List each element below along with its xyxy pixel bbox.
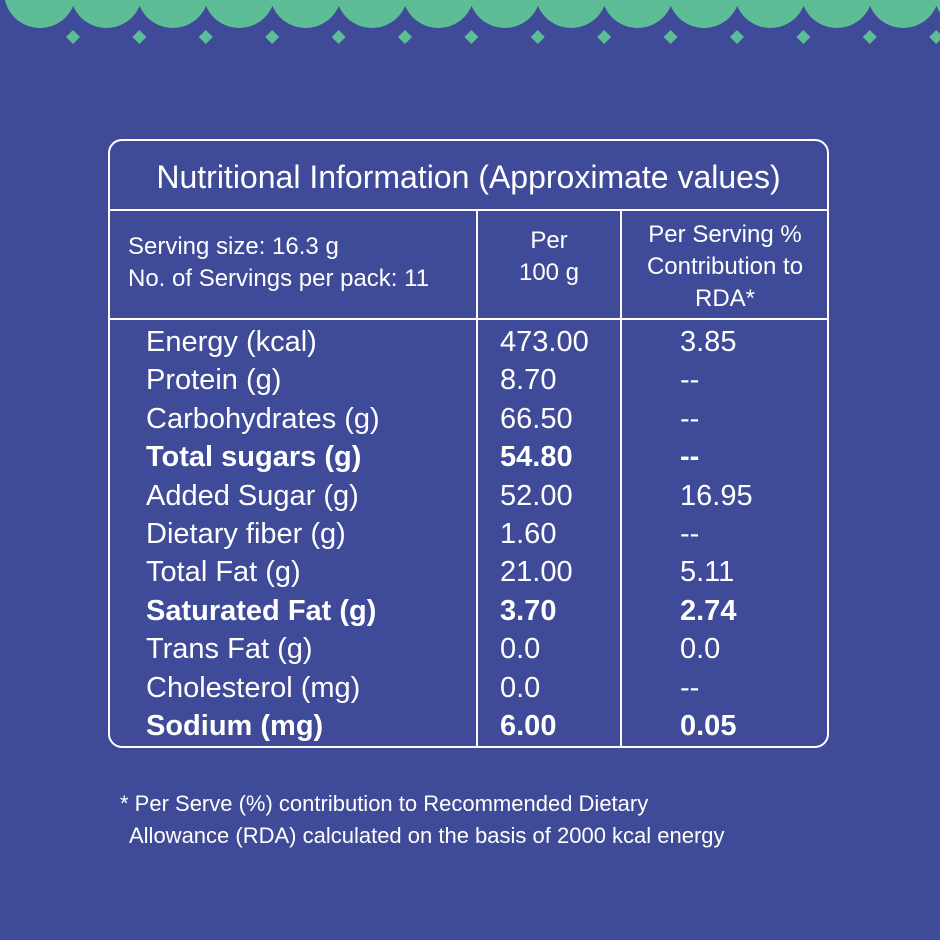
table-title: Nutritional Information (Approximate val… <box>156 159 781 195</box>
per-100g-header: Per 100 g <box>476 225 622 289</box>
rda-value: 5.11 <box>680 556 735 589</box>
per-100g-value: 54.80 <box>500 441 573 474</box>
nutrient-name: Energy (kcal) <box>146 326 317 358</box>
per-100g-value: 3.70 <box>500 594 557 627</box>
per-100g-value: 473.00 <box>500 326 589 358</box>
rda-value: 2.74 <box>680 594 737 627</box>
rda-header-line: Contribution to <box>646 253 804 280</box>
rda-value: -- <box>680 671 700 704</box>
nutrient-name: Sodium (mg) <box>146 710 324 742</box>
serving-size-label: Serving size: 16.3 g <box>128 233 339 260</box>
column-divider <box>476 210 478 746</box>
divider-line <box>110 209 827 211</box>
rda-header: Per Serving % Contribution to RDA* <box>620 219 830 315</box>
footnote-line: Allowance (RDA) calculated on the basis … <box>129 823 725 848</box>
rda-value: 0.05 <box>680 710 737 742</box>
nutrient-name: Total Fat (g) <box>146 556 301 589</box>
nutrient-row: Dietary fiber (g) 1.60 -- <box>110 515 827 553</box>
per-100g-value: 21.00 <box>500 556 573 589</box>
rda-value: -- <box>680 518 700 550</box>
nutrient-name: Added Sugar (g) <box>146 479 359 512</box>
nutrient-name: Protein (g) <box>146 364 282 397</box>
rda-value: -- <box>680 402 700 435</box>
nutrient-row: Cholesterol (mg) 0.0 -- <box>110 669 827 707</box>
per-100g-header-line: 100 g <box>518 259 580 286</box>
nutrient-name: Trans Fat (g) <box>146 633 313 666</box>
column-divider <box>620 210 622 746</box>
rda-value: 16.95 <box>680 479 753 512</box>
nutrient-name: Dietary fiber (g) <box>146 518 346 550</box>
per-100g-value: 1.60 <box>500 518 557 550</box>
per-100g-header-line: Per <box>530 227 568 254</box>
nutrition-table: Nutritional Information (Approximate val… <box>108 139 829 748</box>
rda-header-line: Per Serving % <box>648 221 802 248</box>
nutrient-row: Protein (g) 8.70 -- <box>110 361 827 399</box>
nutrient-row: Energy (kcal) 473.00 3.85 <box>110 323 827 361</box>
serving-info: Serving size: 16.3 g No. of Servings per… <box>128 231 429 295</box>
per-100g-value: 6.00 <box>500 710 557 742</box>
divider-line <box>110 318 827 320</box>
rda-value: -- <box>680 441 700 474</box>
nutrient-name: Cholesterol (mg) <box>146 671 361 704</box>
rda-value: 0.0 <box>680 633 721 666</box>
nutrient-name: Total sugars (g) <box>146 441 362 474</box>
footnote-line: * Per Serve (%) contribution to Recommen… <box>120 791 649 816</box>
per-100g-value: 52.00 <box>500 479 573 512</box>
rda-header-line: RDA* <box>694 285 755 312</box>
per-100g-value: 8.70 <box>500 364 557 397</box>
nutrient-row: Total Fat (g) 21.00 5.11 <box>110 553 827 591</box>
nutrient-row: Sodium (mg) 6.00 0.05 <box>110 707 827 745</box>
nutrient-row: Added Sugar (g) 52.00 16.95 <box>110 477 827 515</box>
servings-per-pack-label: No. of Servings per pack: 11 <box>128 265 430 292</box>
nutrient-row: Saturated Fat (g) 3.70 2.74 <box>110 592 827 630</box>
per-100g-value: 0.0 <box>500 671 541 704</box>
decorative-scallop-border <box>4 0 940 44</box>
nutrient-name: Saturated Fat (g) <box>146 594 377 627</box>
nutrient-row: Total sugars (g) 54.80 -- <box>110 438 827 476</box>
rda-footnote: * Per Serve (%) contribution to Recommen… <box>120 788 725 852</box>
nutrient-name: Carbohydrates (g) <box>146 402 380 435</box>
per-100g-value: 0.0 <box>500 633 541 666</box>
rda-value: 3.85 <box>680 326 737 358</box>
nutrient-row: Trans Fat (g) 0.0 0.0 <box>110 630 827 668</box>
rda-value: -- <box>680 364 700 397</box>
nutrient-row: Carbohydrates (g) 66.50 -- <box>110 400 827 438</box>
per-100g-value: 66.50 <box>500 402 573 435</box>
